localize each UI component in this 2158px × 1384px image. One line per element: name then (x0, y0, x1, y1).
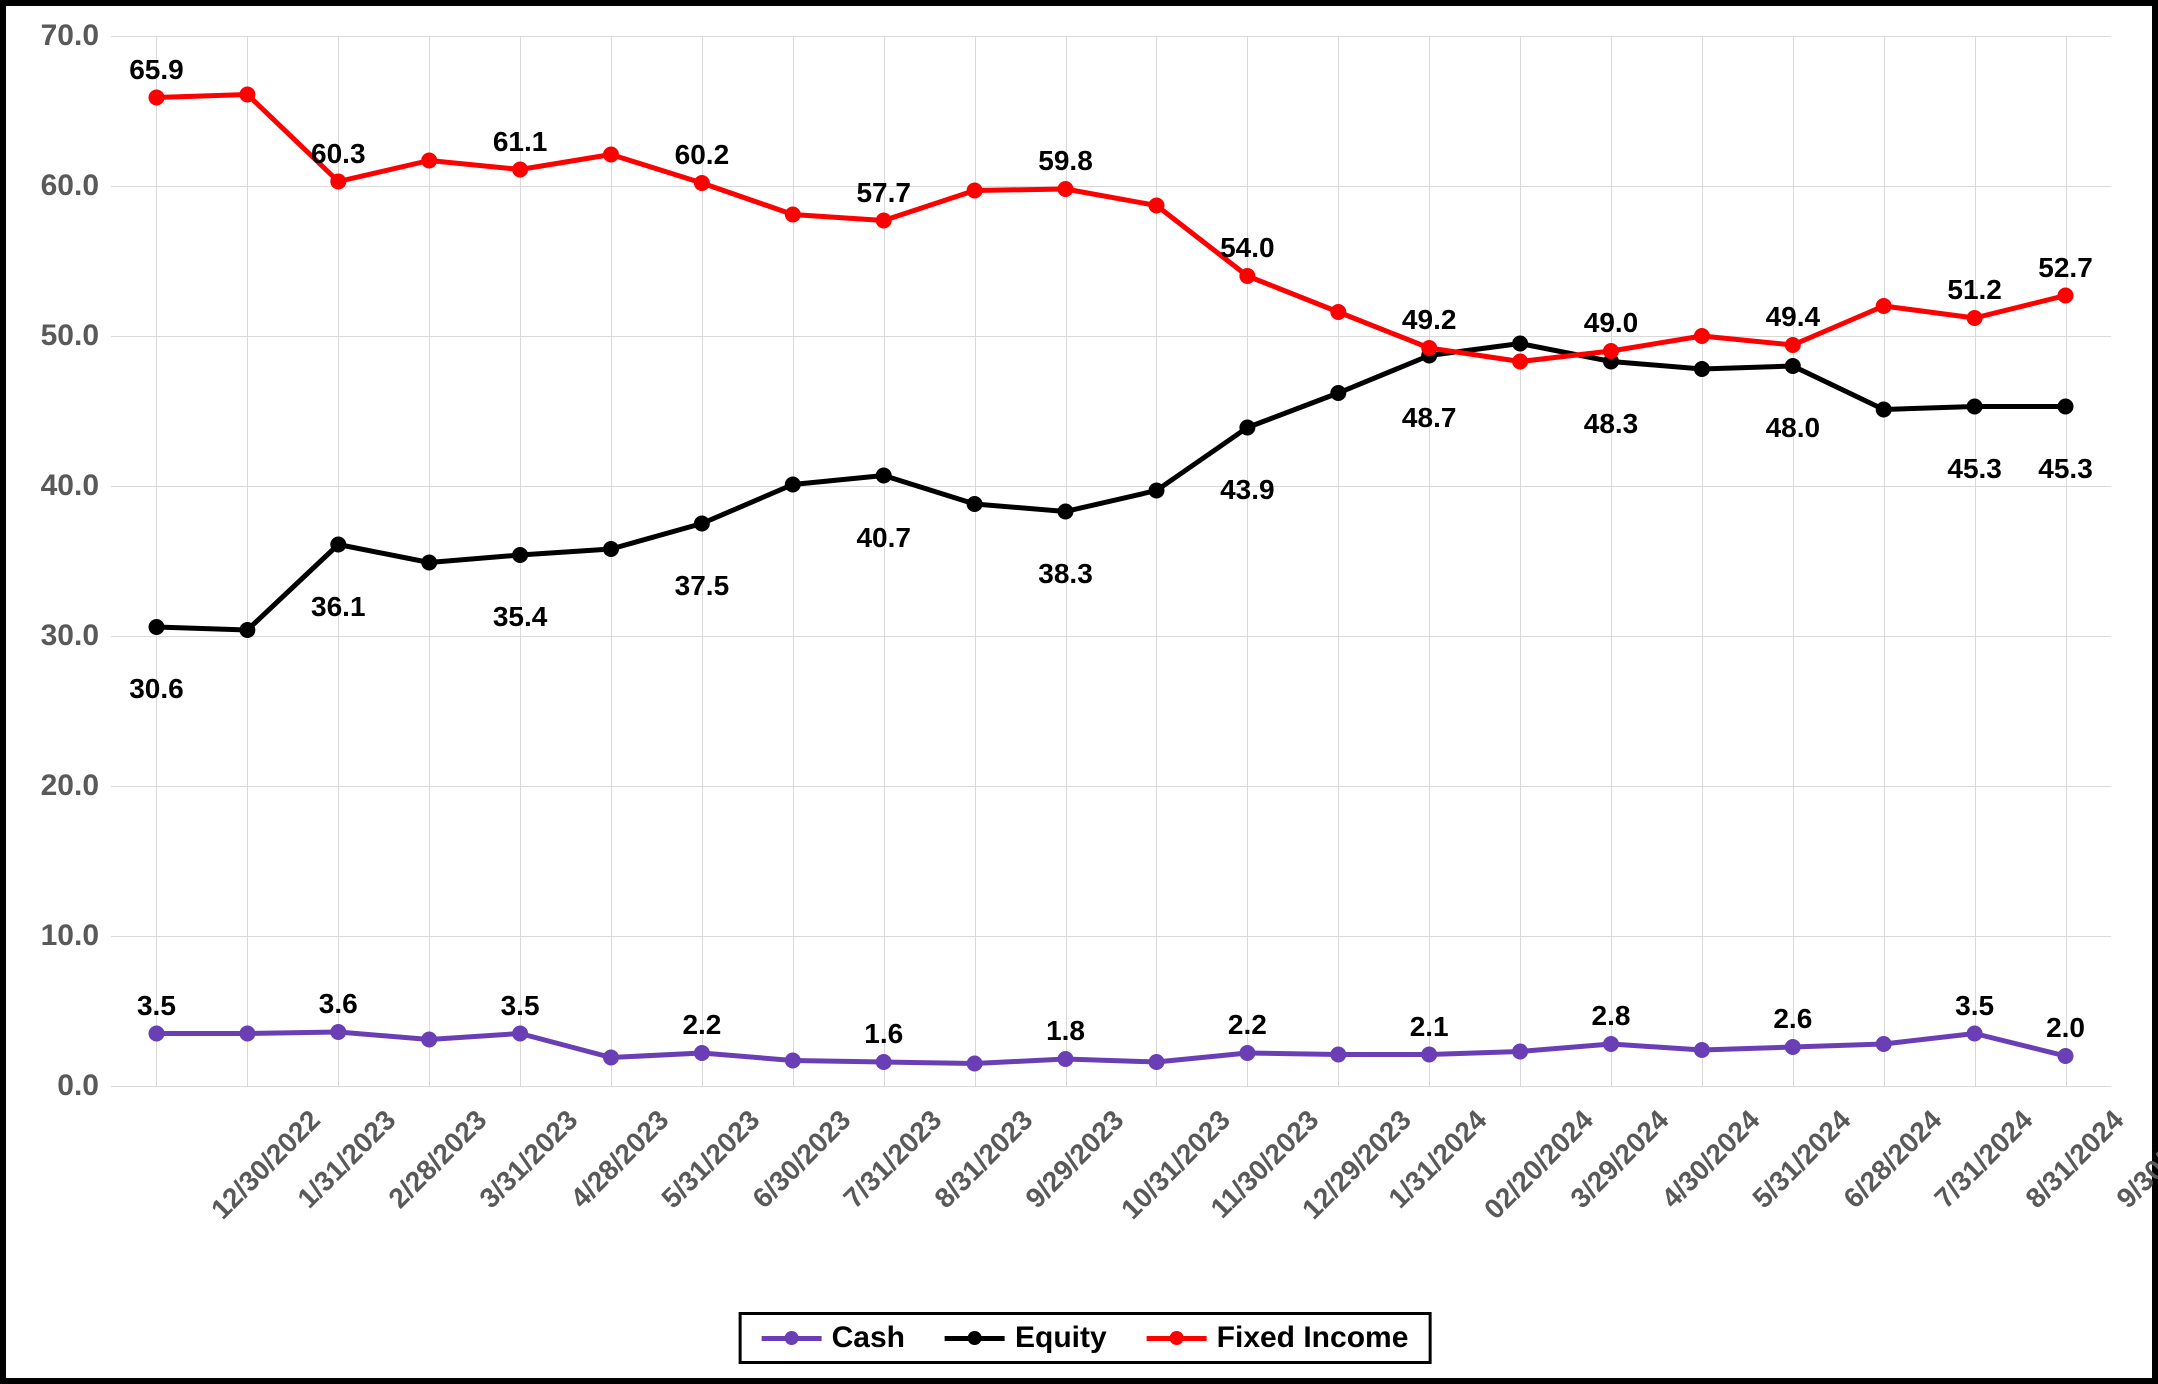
gridline-h (111, 36, 2111, 37)
x-tick-label: 4/28/2023 (565, 1104, 676, 1215)
legend-label: Fixed Income (1217, 1321, 1409, 1355)
plot-area: 0.010.020.030.040.050.060.070.012/30/202… (111, 36, 2111, 1086)
gridline-h (111, 1086, 2111, 1087)
gridline-v (702, 36, 703, 1086)
y-tick-label: 50.0 (41, 319, 111, 353)
gridline-v (884, 36, 885, 1086)
gridline-v (1247, 36, 1248, 1086)
series-svg (111, 36, 2111, 1086)
gridline-v (2066, 36, 2067, 1086)
legend-swatch (762, 1336, 822, 1341)
x-tick-label: 3/31/2023 (474, 1104, 585, 1215)
gridline-h (111, 486, 2111, 487)
legend-item-equity: Equity (945, 1321, 1107, 1355)
gridline-v (1702, 36, 1703, 1086)
gridline-v (793, 36, 794, 1086)
x-tick-label: 9/29/2023 (1019, 1104, 1130, 1215)
legend-label: Cash (832, 1321, 905, 1355)
legend-label: Equity (1015, 1321, 1107, 1355)
gridline-v (1066, 36, 1067, 1086)
gridline-v (1884, 36, 1885, 1086)
x-tick-label: 8/31/2024 (2019, 1104, 2130, 1215)
gridline-h (111, 936, 2111, 937)
x-tick-label: 2/28/2023 (383, 1104, 494, 1215)
gridline-v (1429, 36, 1430, 1086)
gridline-h (111, 336, 2111, 337)
gridline-v (1793, 36, 1794, 1086)
legend-swatch (945, 1336, 1005, 1341)
y-tick-label: 30.0 (41, 619, 111, 653)
allocation-line-chart: 0.010.020.030.040.050.060.070.012/30/202… (0, 0, 2158, 1384)
series-line-cash (157, 1032, 2066, 1064)
gridline-v (1611, 36, 1612, 1086)
y-tick-label: 40.0 (41, 469, 111, 503)
gridline-h (111, 636, 2111, 637)
legend-item-fixed-income: Fixed Income (1147, 1321, 1409, 1355)
gridline-v (1338, 36, 1339, 1086)
x-tick-label: 5/31/2023 (655, 1104, 766, 1215)
legend: Cash Equity Fixed Income (739, 1312, 1432, 1364)
legend-swatch (1147, 1336, 1207, 1341)
gridline-v (156, 36, 157, 1086)
x-tick-label: 4/30/2024 (1655, 1104, 1766, 1215)
y-tick-label: 0.0 (57, 1069, 111, 1103)
gridline-v (247, 36, 248, 1086)
gridline-v (338, 36, 339, 1086)
gridline-v (520, 36, 521, 1086)
gridline-h (111, 186, 2111, 187)
y-tick-label: 10.0 (41, 919, 111, 953)
y-tick-label: 70.0 (41, 19, 111, 53)
legend-item-cash: Cash (762, 1321, 905, 1355)
gridline-h (111, 786, 2111, 787)
gridline-v (429, 36, 430, 1086)
y-tick-label: 60.0 (41, 169, 111, 203)
gridline-v (975, 36, 976, 1086)
x-tick-label: 7/31/2024 (1928, 1104, 2039, 1215)
x-tick-label: 8/31/2023 (928, 1104, 1039, 1215)
y-tick-label: 20.0 (41, 769, 111, 803)
x-tick-label: 5/31/2024 (1746, 1104, 1857, 1215)
series-line-fixed-income (157, 95, 2066, 362)
gridline-v (1520, 36, 1521, 1086)
x-tick-label: 7/31/2023 (837, 1104, 948, 1215)
gridline-v (1975, 36, 1976, 1086)
x-tick-label: 6/28/2024 (1837, 1104, 1948, 1215)
x-tick-label: 6/30/2023 (746, 1104, 857, 1215)
gridline-v (611, 36, 612, 1086)
gridline-v (1156, 36, 1157, 1086)
